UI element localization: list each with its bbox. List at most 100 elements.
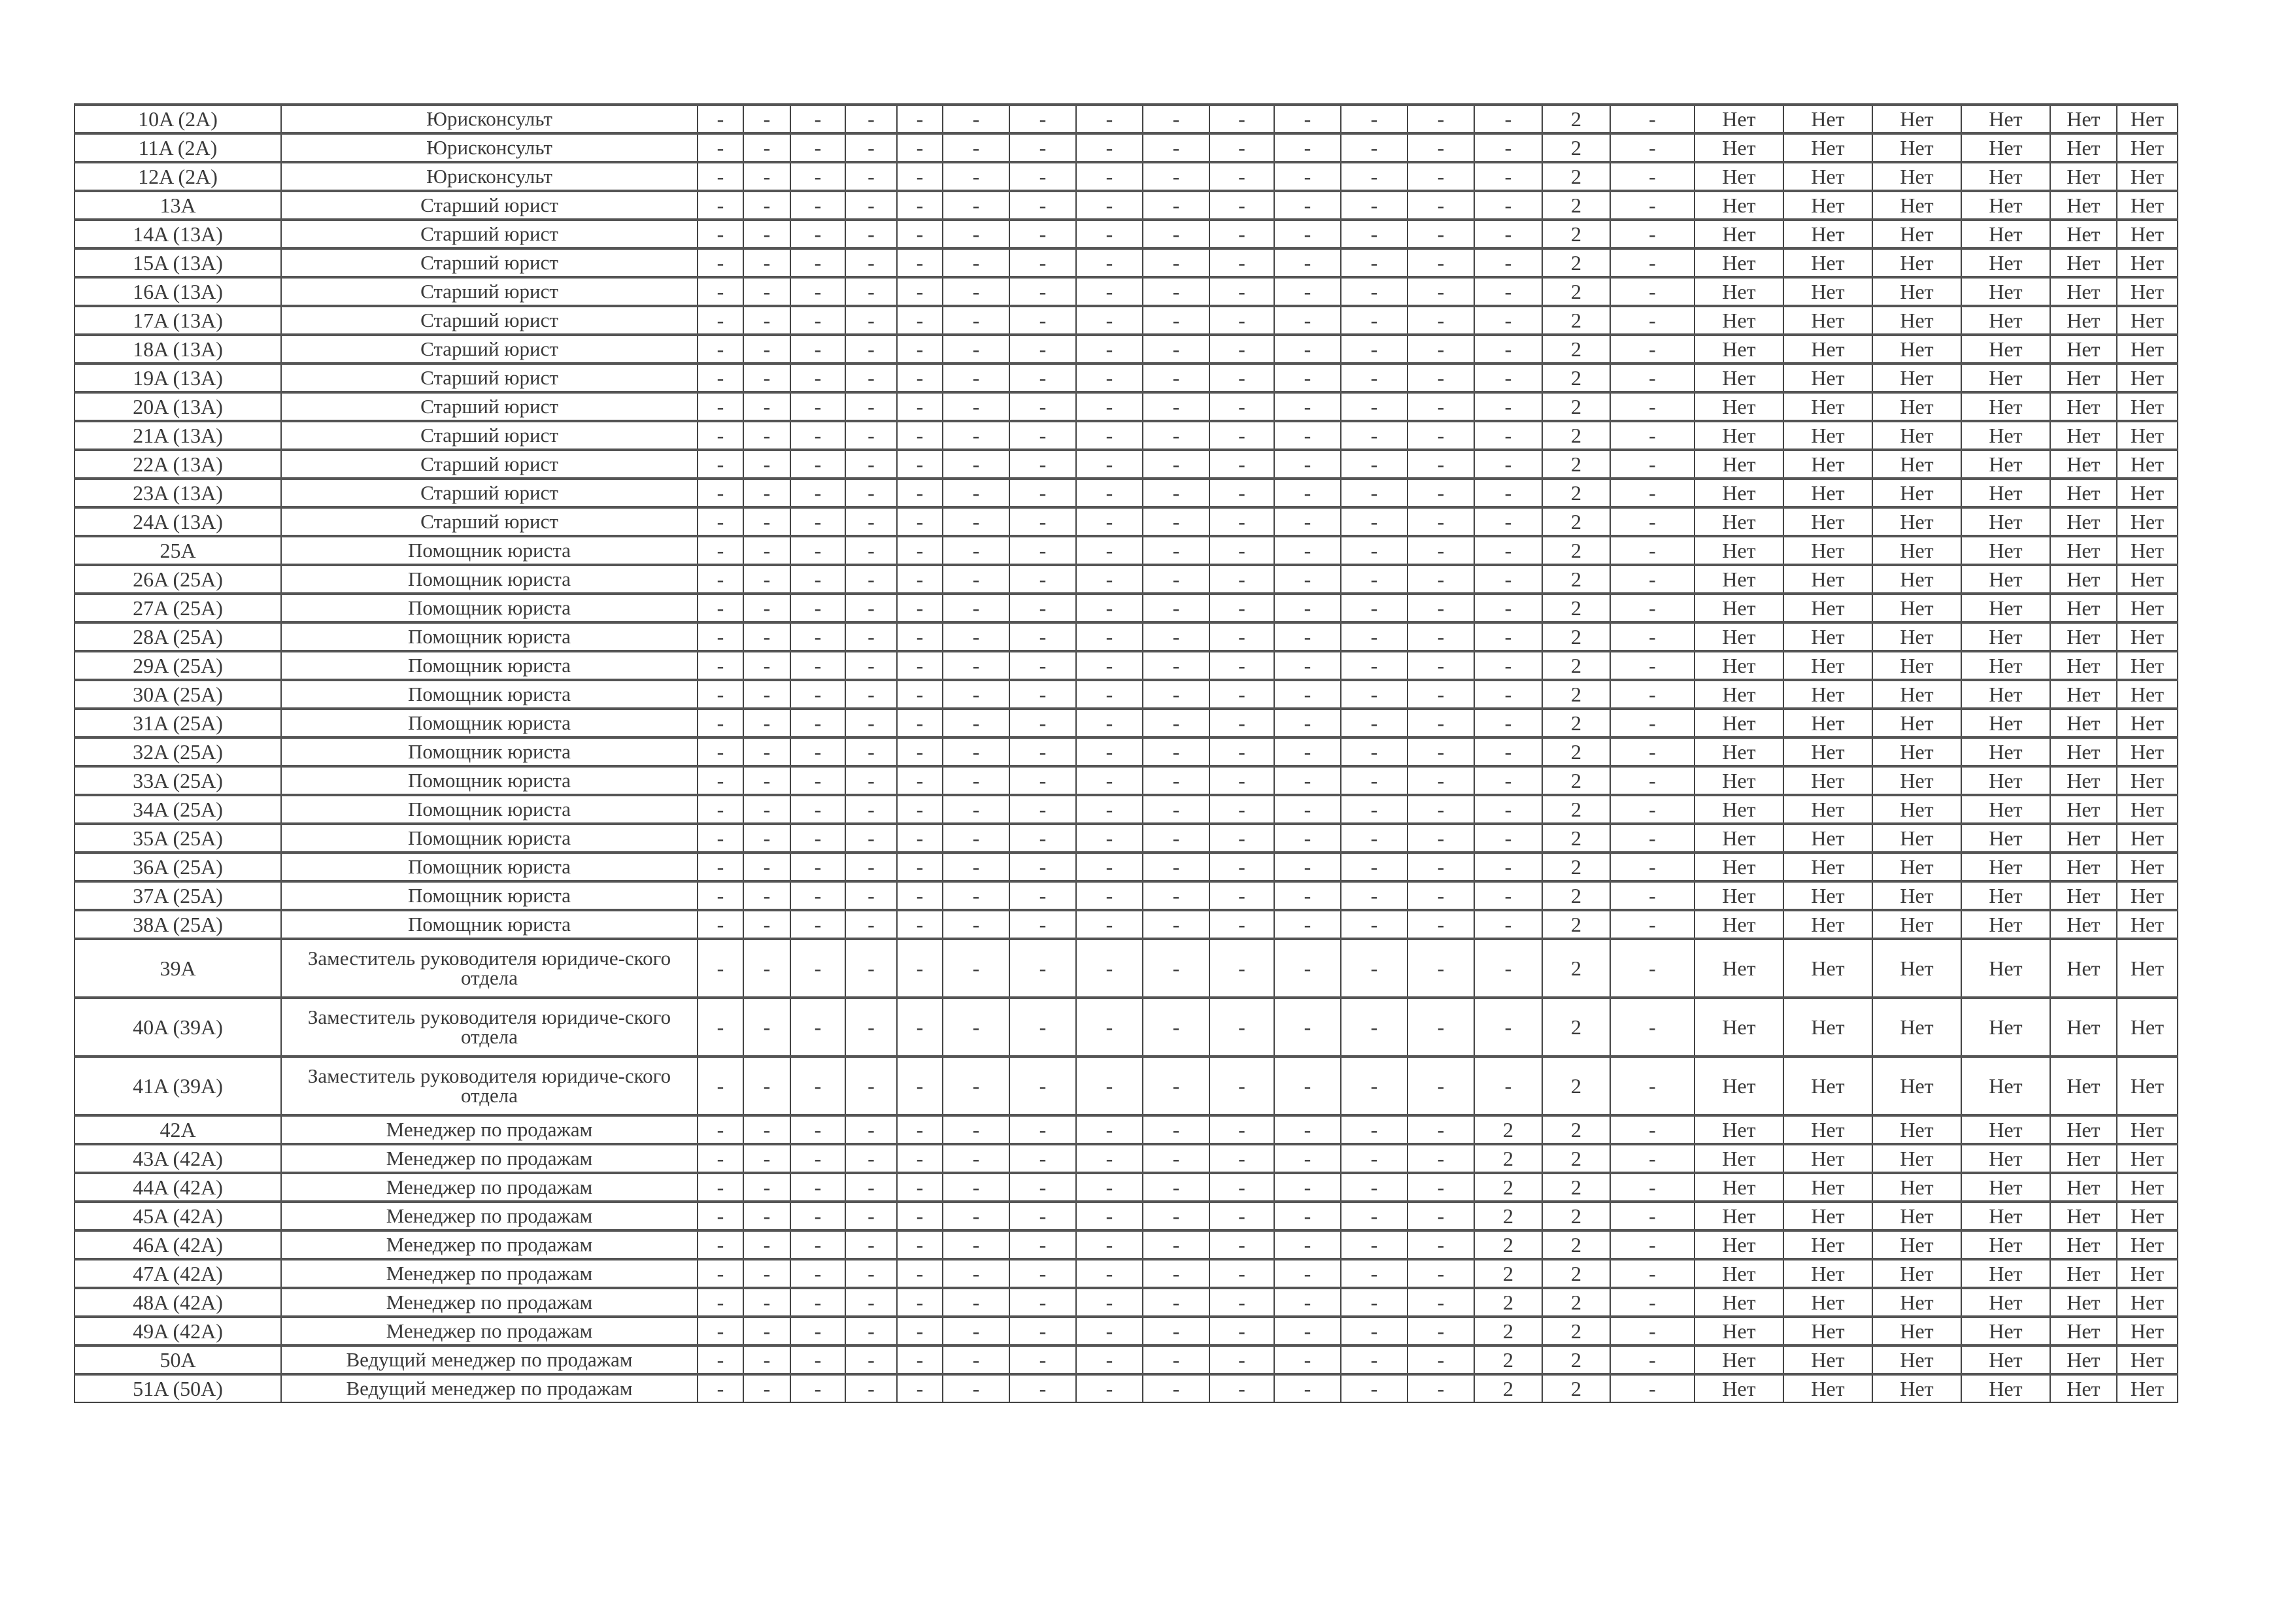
value-cell: Нет <box>2116 305 2178 335</box>
value-cell: Нет <box>2116 1172 2178 1202</box>
value-cell: Нет <box>2116 880 2178 911</box>
value-cell: - <box>1274 218 1341 249</box>
value-cell: - <box>1009 564 1077 594</box>
value-cell: - <box>790 794 846 824</box>
workplace-id-cell: 31A (25A) <box>74 707 282 738</box>
value-cell: Нет <box>2116 1344 2178 1375</box>
value-cell: 2 <box>1474 1287 1543 1317</box>
value-cell: Нет <box>2116 621 2178 652</box>
value-cell: - <box>845 909 898 939</box>
value-cell: - <box>743 1172 791 1202</box>
value-cell: - <box>896 161 943 192</box>
value-cell: - <box>1075 765 1143 796</box>
value-cell: 2 <box>1542 794 1611 824</box>
workplace-id-cell: 21A (13A) <box>74 420 282 450</box>
workplace-id-cell: 51A (50A) <box>74 1373 282 1403</box>
value-cell: - <box>790 851 846 882</box>
value-cell: Нет <box>1872 1315 1962 1346</box>
value-cell: - <box>1209 1143 1275 1174</box>
value-cell: - <box>1474 996 1543 1057</box>
value-cell: - <box>1274 506 1341 537</box>
value-cell: - <box>1274 305 1341 335</box>
value-cell: - <box>790 161 846 192</box>
value-cell: - <box>942 938 1010 998</box>
value-cell: Нет <box>1694 1055 1784 1116</box>
value-cell: - <box>697 564 744 594</box>
value-cell: Нет <box>1694 909 1784 939</box>
value-cell: - <box>1274 621 1341 652</box>
value-cell: - <box>1340 679 1408 709</box>
value-cell: Нет <box>1783 1143 1873 1174</box>
value-cell: - <box>1274 736 1341 767</box>
job-title-cell: Старший юрист <box>280 391 698 422</box>
value-cell: - <box>1274 1143 1341 1174</box>
value-cell: - <box>1142 103 1210 134</box>
value-cell: - <box>1474 564 1543 594</box>
value-cell: Нет <box>1872 650 1962 681</box>
value-cell: - <box>845 506 898 537</box>
value-cell: 2 <box>1542 621 1611 652</box>
value-cell: - <box>1274 1258 1341 1289</box>
value-cell: - <box>896 1315 943 1346</box>
value-cell: - <box>1142 650 1210 681</box>
workplace-id-cell: 20A (13A) <box>74 391 282 422</box>
value-cell: - <box>845 1229 898 1260</box>
value-cell: 2 <box>1474 1229 1543 1260</box>
value-cell: Нет <box>1872 707 1962 738</box>
value-cell: - <box>1474 448 1543 479</box>
value-cell: - <box>1075 679 1143 709</box>
value-cell: Нет <box>1872 679 1962 709</box>
value-cell: 2 <box>1542 1172 1611 1202</box>
value-cell: 2 <box>1542 218 1611 249</box>
value-cell: Нет <box>2116 996 2178 1057</box>
value-cell: - <box>942 305 1010 335</box>
workplace-id-cell: 49A (42A) <box>74 1315 282 1346</box>
value-cell: - <box>743 707 791 738</box>
value-cell: - <box>790 535 846 566</box>
table-row: 13A Старший юрист - - - - - - - - - - - - - -2- Нет Нет Не… <box>74 190 2178 220</box>
value-cell: - <box>896 190 943 220</box>
value-cell: - <box>1209 448 1275 479</box>
value-cell: - <box>1610 333 1695 364</box>
value-cell: - <box>1610 1055 1695 1116</box>
workplace-id-cell: 30A (25A) <box>74 679 282 709</box>
value-cell: Нет <box>2049 1114 2117 1145</box>
value-cell: Нет <box>2116 822 2178 853</box>
value-cell: Нет <box>2049 333 2117 364</box>
value-cell: - <box>896 621 943 652</box>
value-cell: - <box>697 1200 744 1231</box>
value-cell: Нет <box>2116 1055 2178 1116</box>
value-cell: - <box>1009 1373 1077 1403</box>
value-cell: Нет <box>1694 391 1784 422</box>
value-cell: - <box>1474 707 1543 738</box>
workplace-id-cell: 41A (39A) <box>74 1055 282 1116</box>
value-cell: - <box>1340 1258 1408 1289</box>
value-cell: Нет <box>1783 420 1873 450</box>
value-cell: - <box>697 276 744 307</box>
value-cell: - <box>1340 592 1408 623</box>
value-cell: - <box>1209 564 1275 594</box>
value-cell: - <box>1407 621 1475 652</box>
value-cell: 2 <box>1542 707 1611 738</box>
value-cell: Нет <box>1961 794 2051 824</box>
table-row: 29A (25A) Помощник юриста - - - - - - - - - - - - - -2-… <box>74 650 2178 681</box>
value-cell: Нет <box>1961 996 2051 1057</box>
value-cell: Нет <box>1783 218 1873 249</box>
value-cell: Нет <box>2049 247 2117 278</box>
value-cell: - <box>942 880 1010 911</box>
value-cell: - <box>1209 679 1275 709</box>
value-cell: - <box>896 420 943 450</box>
value-cell: - <box>743 1344 791 1375</box>
value-cell: - <box>790 1200 846 1231</box>
value-cell: Нет <box>1872 1229 1962 1260</box>
value-cell: - <box>845 1287 898 1317</box>
value-cell: - <box>1610 851 1695 882</box>
value-cell: - <box>942 1373 1010 1403</box>
value-cell: - <box>1274 420 1341 450</box>
value-cell: - <box>1075 1315 1143 1346</box>
value-cell: Нет <box>1961 707 2051 738</box>
job-title-cell: Помощник юриста <box>280 621 698 652</box>
value-cell: Нет <box>1783 909 1873 939</box>
value-cell: Нет <box>2116 650 2178 681</box>
value-cell: - <box>1142 535 1210 566</box>
